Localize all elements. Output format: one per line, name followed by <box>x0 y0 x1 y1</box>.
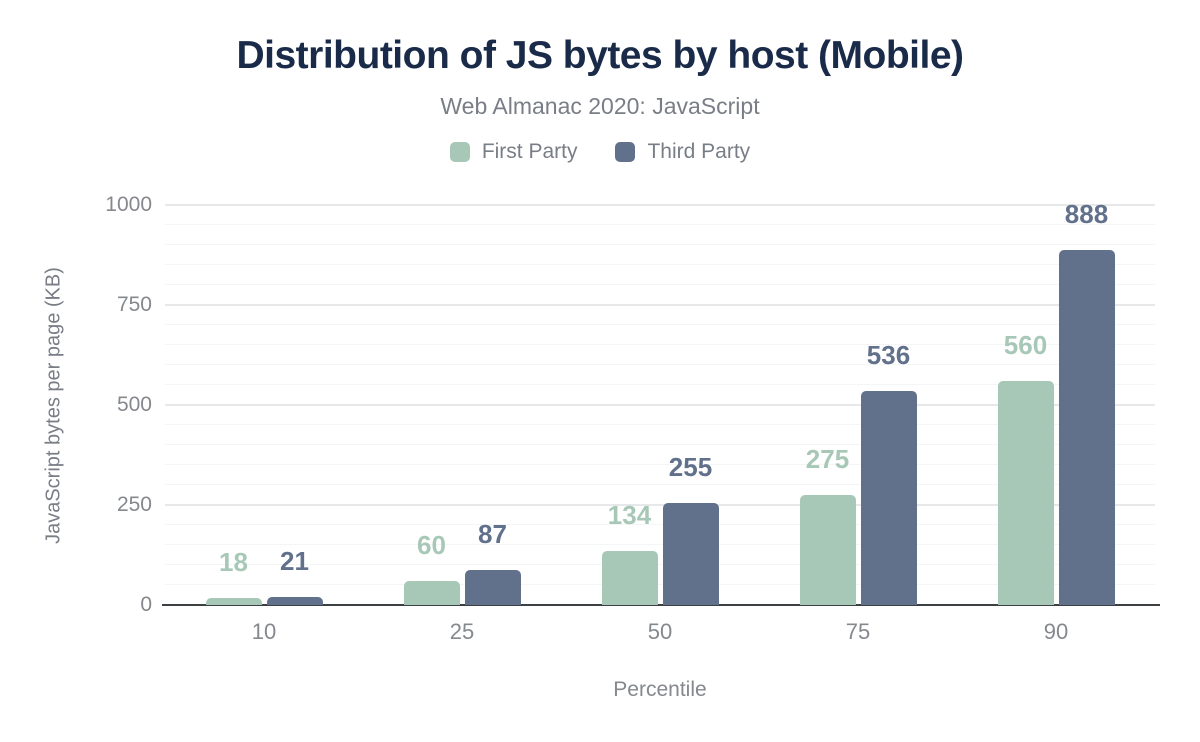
legend-swatch-icon <box>615 142 636 162</box>
minor-gridline <box>165 224 1155 225</box>
x-tick-label: 90 <box>1043 619 1069 644</box>
bar-value-label: 275 <box>805 444 850 474</box>
y-tick-label: 1000 <box>105 193 152 216</box>
legend-item-third-party: Third Party <box>615 140 750 164</box>
bar-value-label: 21 <box>280 545 309 576</box>
bar-value-label: 255 <box>668 452 713 482</box>
bar-third-party-p10 <box>266 596 323 605</box>
x-axis-title: Percentile <box>613 678 707 701</box>
x-tick-label: 50 <box>647 619 673 644</box>
bar-value-label: 18 <box>219 546 248 577</box>
bar-value-label: 560 <box>1003 330 1048 360</box>
bar-third-party-p50 <box>662 503 719 605</box>
legend: First Party Third Party <box>0 140 1200 164</box>
bar-value-label: 888 <box>1064 198 1109 229</box>
bar-first-party-p90 <box>997 381 1054 605</box>
legend-label: Third Party <box>647 140 751 163</box>
bar-third-party-p25 <box>464 570 521 605</box>
bar-value-label: 134 <box>607 500 652 531</box>
bar-third-party-p75 <box>860 390 917 605</box>
minor-gridline <box>165 244 1155 245</box>
plot-area: 18 21 60 87 134 255 275 536 560 888 <box>162 200 1160 606</box>
chart-subtitle: Web Almanac 2020: JavaScript <box>440 93 760 119</box>
major-gridline <box>165 204 1155 206</box>
x-axis-line <box>162 604 1160 606</box>
y-tick-label: 0 <box>140 593 152 616</box>
chart-title: Distribution of JS bytes by host (Mobile… <box>236 34 964 77</box>
bar-first-party-p50 <box>601 551 658 605</box>
minor-gridline <box>165 264 1155 265</box>
x-tick-label: 25 <box>449 619 475 644</box>
legend-label: First Party <box>481 140 578 163</box>
x-tick-label: 10 <box>251 619 277 644</box>
y-tick-label: 250 <box>116 493 152 516</box>
minor-gridline <box>165 364 1155 365</box>
x-tick-label: 75 <box>845 619 871 644</box>
bar-first-party-p75 <box>799 495 856 605</box>
bar-value-label: 536 <box>866 339 911 370</box>
bar-value-label: 87 <box>478 519 507 550</box>
y-tick-label: 500 <box>116 393 152 416</box>
legend-item-first-party: First Party <box>449 140 578 164</box>
bar-first-party-p25 <box>403 581 460 605</box>
legend-swatch-icon <box>449 142 470 162</box>
minor-gridline <box>165 324 1155 325</box>
bar-third-party-p90 <box>1058 249 1115 605</box>
minor-gridline <box>165 284 1155 285</box>
major-gridline <box>165 304 1155 306</box>
bar-first-party-p10 <box>205 597 262 605</box>
y-tick-label: 750 <box>116 293 152 316</box>
bar-value-label: 60 <box>417 530 446 560</box>
